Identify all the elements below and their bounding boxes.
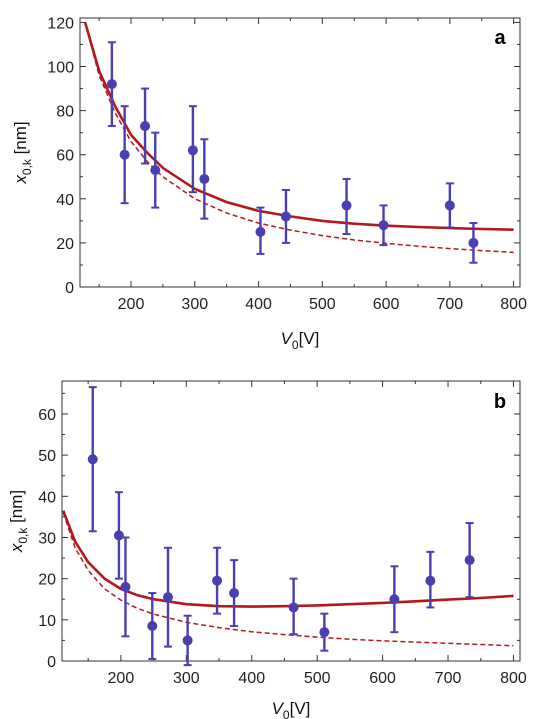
y-tick-label: 10 [38,613,56,630]
x-tick-label: 500 [309,296,336,313]
plot-frame [61,380,521,662]
x-tick-label: 600 [369,670,396,687]
x-tick-label: 700 [437,296,464,313]
x-axis-title: V0[V] [281,329,320,352]
y-axis-title: x0,k [nm] [7,490,30,553]
data-point [288,602,299,613]
x-tick-label: 400 [245,296,272,313]
data-point [182,635,193,646]
data-point [120,581,131,592]
y-tick-label: 40 [38,489,56,506]
plot-frame [79,17,521,288]
x-axis-title-subscript: 0 [292,338,299,352]
data-point [468,237,479,248]
data-point [255,226,266,237]
data-point [389,594,400,605]
data-point [319,627,330,638]
x-tick-label: 200 [118,296,145,313]
y-tick-label: 0 [65,280,74,297]
x-tick-label: 500 [304,670,331,687]
data-point [199,173,210,184]
y-axis-title-unit: [nm] [7,490,26,528]
data-point [113,530,124,541]
data-point [150,165,161,176]
x-tick-label: 800 [500,670,527,687]
y-axis-title-subscript: 0,k [20,158,34,175]
panel-label: a [494,27,506,49]
y-tick-label: 0 [47,654,56,671]
y-tick-label: 30 [38,530,56,547]
y-tick-label: 20 [38,572,56,589]
y-tick-label: 120 [47,15,74,32]
data-point [162,592,173,603]
y-tick-label: 40 [56,192,74,209]
fit-curve-dashed [62,512,514,647]
x-axis-title-base: V [281,329,294,348]
x-axis-title: V0[V] [272,699,311,719]
x-tick-label: 600 [373,296,400,313]
panel-b: 200 300 400 500 600 700 8000102030405060bV0[V]… [7,380,527,719]
data-point [140,121,151,132]
x-axis-title-unit: [V] [299,329,320,348]
data-point [106,79,117,90]
data-point [280,211,291,222]
data-point [444,200,455,211]
y-axis-title-subscript: 0,k [16,527,30,544]
y-tick-label: 50 [38,448,56,465]
x-tick-label: 200 [108,670,135,687]
y-tick-label: 20 [56,236,74,253]
data-point [378,220,389,231]
y-tick-label: 100 [47,60,74,77]
panel-a: 200 300 400 500 600 700 800020406080100120aV0[… [11,15,527,352]
x-tick-label: 800 [500,296,527,313]
y-axis-title-unit: [nm] [11,121,30,159]
data-point [119,149,130,160]
y-tick-label: 60 [38,407,56,424]
y-axis-title: x0,k [nm] [11,121,34,184]
x-axis-title-unit: [V] [290,699,311,718]
data-point [87,454,98,465]
data-point [464,555,475,566]
x-tick-label: 400 [238,670,265,687]
y-axis-title-base: x [11,175,30,185]
fit-curve-solid [62,510,514,608]
x-tick-label: 300 [173,670,200,687]
data-point [229,588,240,599]
data-point [212,575,223,586]
x-axis-title-subscript: 0 [283,708,290,719]
data-point [147,621,158,631]
y-tick-label: 60 [56,148,74,165]
x-axis-title-base: V [272,699,285,718]
data-point [341,200,352,211]
fit-curve-dashed [84,22,514,254]
x-tick-label: 700 [435,670,462,687]
y-axis-title-base: x [7,543,26,553]
data-point [425,575,436,586]
y-tick-label: 80 [56,104,74,121]
x-tick-label: 300 [181,296,208,313]
data-point [187,145,198,156]
panel-label: b [494,391,506,413]
